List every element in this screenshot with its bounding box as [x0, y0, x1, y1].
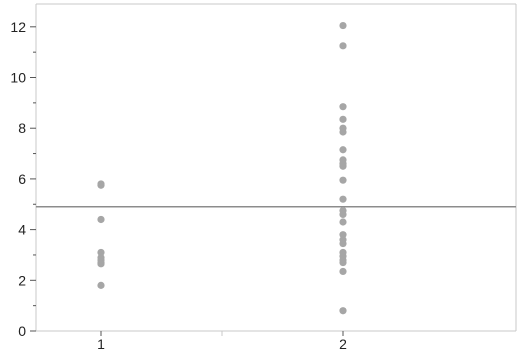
- y-tick-label: 2: [18, 272, 26, 288]
- data-point: [97, 181, 105, 189]
- data-point: [339, 115, 347, 123]
- y-tick-label: 0: [18, 323, 26, 339]
- y-tick-label: 12: [10, 19, 26, 35]
- data-point: [339, 128, 347, 136]
- data-point: [339, 258, 347, 267]
- data-point: [97, 248, 105, 257]
- data-point: [339, 307, 347, 315]
- y-tick-label: 10: [10, 70, 26, 86]
- data-point: [339, 162, 347, 170]
- data-point: [339, 103, 347, 111]
- y-tick-label: 4: [18, 222, 26, 238]
- data-point: [339, 42, 347, 50]
- data-point: [339, 267, 347, 276]
- data-point: [339, 21, 347, 30]
- x-tick-label: 2: [339, 336, 347, 352]
- data-point: [339, 231, 347, 239]
- data-point: [339, 146, 347, 154]
- data-point: [339, 176, 347, 184]
- data-point: [339, 210, 347, 218]
- data-point: [97, 281, 105, 289]
- data-point: [97, 260, 105, 268]
- data-point: [339, 218, 347, 226]
- y-tick-label: 6: [18, 171, 26, 187]
- data-point: [339, 239, 347, 248]
- data-point: [97, 215, 105, 224]
- y-tick-label: 8: [18, 120, 26, 136]
- x-tick-label: 1: [97, 336, 105, 352]
- data-point: [339, 195, 347, 203]
